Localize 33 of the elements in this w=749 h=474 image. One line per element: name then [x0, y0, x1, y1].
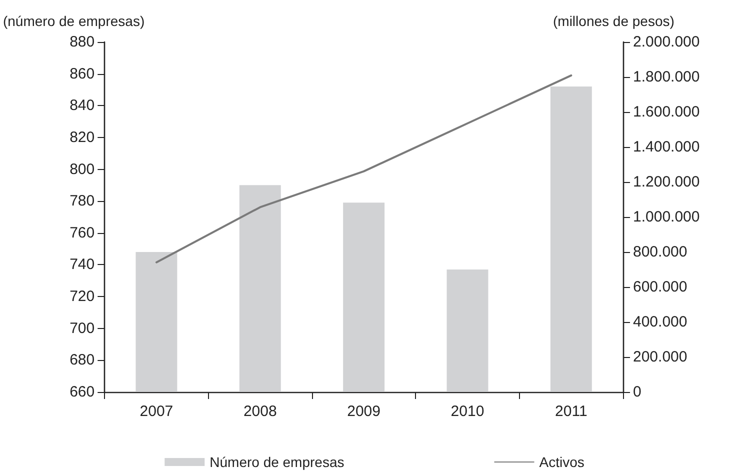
y-tick-label: 780	[70, 192, 95, 210]
line-series	[155, 74, 572, 264]
y2-tick-label: 1.200.000	[633, 174, 700, 190]
y2-tick-label: 600.000	[633, 278, 688, 296]
y-tick-label: 660	[70, 384, 95, 400]
x-tick-label: 2007	[140, 403, 174, 420]
y-tick-label: 840	[70, 97, 95, 114]
y2-tick-label: 1.000.000	[633, 208, 700, 226]
x-tick-label: 2009	[347, 403, 380, 420]
y-tick-label: 700	[70, 320, 95, 337]
y-tick-label: 760	[70, 224, 95, 242]
x-tick-label: 2008	[243, 403, 277, 420]
y2-tick-label: 200.000	[633, 348, 688, 366]
legend-label: Número de empresas	[210, 454, 344, 470]
y-tick-label: 720	[70, 288, 95, 306]
y2-tick-label: 800.000	[633, 244, 688, 260]
y2-tick-label: 400.000	[633, 314, 688, 330]
y2-tick-label: 1.600.000	[633, 104, 700, 120]
y-tick-label: 680	[70, 352, 95, 369]
y-tick-label: 880	[70, 34, 95, 50]
y2-tick-label: 2.000.000	[633, 34, 700, 50]
y-tick-label: 800	[70, 160, 95, 178]
y-tick-label: 820	[70, 128, 95, 146]
y-axis-title: (número de empresas)	[2, 13, 145, 29]
x-tick-label: 2010	[450, 403, 484, 420]
x-tick-label: 2011	[555, 403, 588, 420]
y2-tick-label: 1.800.000	[633, 68, 700, 86]
y-tick-label: 740	[70, 256, 95, 274]
y2-tick-label: 1.400.000	[633, 138, 700, 156]
y2-axis-title: (millones de pesos)	[553, 13, 674, 29]
legend-label: Activos	[539, 454, 584, 470]
y2-tick-label: 0	[633, 384, 642, 400]
y-tick-label: 860	[70, 65, 95, 82]
